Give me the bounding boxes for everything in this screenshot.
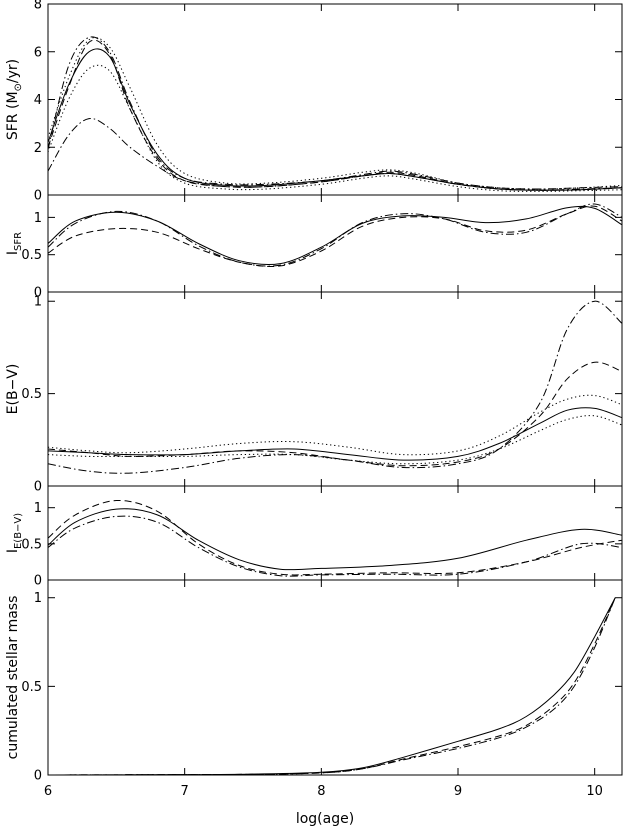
series-line-dashdot — [48, 117, 622, 191]
series-line-dotted — [48, 64, 622, 192]
y-axis-label: E(B−V) — [5, 364, 21, 415]
panel-sfr: 0 2 4 6 8 SFR (M⊙/yr) — [5, 0, 623, 204]
y-tick-label: 2 — [34, 141, 42, 156]
y-tick-label: 1 — [34, 211, 42, 226]
series-line-solid — [48, 48, 622, 191]
series-line-dashdot — [48, 597, 616, 775]
x-tick-label: 10 — [586, 784, 603, 799]
series-line-dashed — [48, 39, 622, 191]
y-tick-label: 1 — [34, 591, 42, 606]
x-axis-label: log(age) — [296, 811, 354, 827]
x-tick-label: 6 — [44, 784, 52, 799]
x-tick-label: 7 — [181, 784, 189, 799]
y-tick-label: 1 — [34, 501, 42, 516]
panel-mass: 0 0.5 1 6 7 8 9 10 log(age) cumulated stellar mas… — [5, 579, 623, 827]
y-axis-label: cumulated stellar mass — [5, 596, 21, 760]
series-line-dotted — [48, 415, 622, 465]
y-tick-label: 6 — [34, 45, 42, 60]
panel-frame — [47, 579, 623, 776]
series-line-solid — [48, 407, 622, 461]
panel-isfr: 0 0.5 1 ISFR — [5, 194, 623, 301]
series-line-dashed — [48, 597, 616, 775]
y-tick-label: 0 — [34, 189, 42, 204]
x-tick-label: 8 — [317, 784, 325, 799]
y-tick-label: 0.5 — [21, 680, 42, 695]
series-line-dashed — [48, 205, 622, 268]
y-axis-label: ISFR — [5, 232, 24, 255]
y-tick-label: 0 — [34, 286, 42, 301]
y-axis-label: SFR (M⊙/yr) — [5, 59, 24, 140]
y-tick-label: 8 — [34, 0, 42, 13]
y-tick-label: 0 — [34, 769, 42, 784]
series-line-dotted — [48, 394, 622, 456]
series-line-solid — [48, 205, 622, 266]
y-axis-label: IE(B−V) — [5, 513, 24, 553]
y-tick-label: 4 — [34, 93, 42, 108]
panel-ebv: 0 0.5 1 E(B−V) — [5, 291, 623, 495]
y-tick-label: 0.5 — [21, 387, 42, 402]
series-line-dashdot — [48, 515, 622, 577]
series-line-solid — [48, 597, 616, 775]
sun-symbol-icon: ⊙ — [13, 83, 24, 91]
y-tick-label: 0.5 — [21, 537, 42, 552]
series-line-dashdot — [48, 300, 622, 474]
panel-frame — [47, 3, 623, 196]
y-tick-label: 0 — [34, 574, 42, 589]
series-line-dashed — [48, 361, 622, 467]
panel-frame — [47, 485, 623, 581]
x-tick-label: 9 — [454, 784, 462, 799]
panel-iebv: 0 0.5 1 IE(B−V) — [5, 485, 623, 589]
series-line-solid — [48, 508, 622, 571]
y-tick-label: 1 — [34, 295, 42, 310]
y-tick-label: 0.5 — [21, 248, 42, 263]
y-tick-label: 0 — [34, 480, 42, 495]
series-line-dashdot — [48, 203, 622, 267]
